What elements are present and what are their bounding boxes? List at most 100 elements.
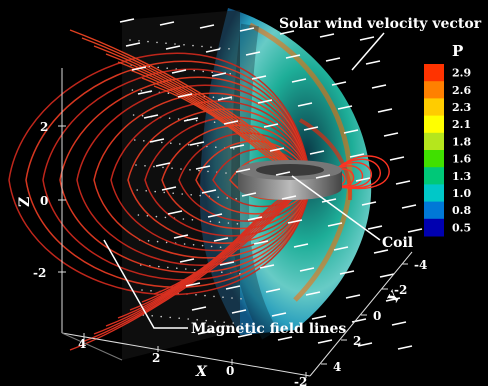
wind-vector: [201, 189, 217, 194]
vector-dot: [196, 319, 198, 321]
vector-dot: [170, 142, 172, 144]
vector-dot: [226, 197, 228, 199]
wind-vector: [205, 48, 221, 53]
wind-vector: [199, 24, 215, 29]
vector-dot: [174, 43, 176, 45]
wind-vector: [211, 72, 227, 77]
wind-vector: [365, 60, 381, 65]
x-axis: 4 2 0 -2 X: [78, 337, 307, 386]
vector-dot: [163, 191, 165, 194]
colorbar-swatch: [424, 218, 444, 237]
field-line: [144, 116, 311, 237]
vector-dot: [213, 295, 215, 298]
field-line: [76, 84, 311, 266]
field-line: [8, 52, 311, 296]
wind-vector: [167, 210, 183, 215]
vector-dot: [169, 316, 171, 319]
vector-dot: [154, 190, 156, 193]
vector-dot: [202, 70, 204, 73]
z-tick-0: 0: [40, 194, 48, 208]
field-line: [93, 189, 301, 335]
vector-dot: [129, 39, 131, 41]
field-line: [81, 37, 301, 175]
field-line: [105, 53, 301, 175]
wind-vector: [225, 285, 241, 290]
vector-dot: [156, 41, 158, 44]
wind-vector: [279, 30, 295, 35]
z-axis-label: Z: [17, 197, 33, 207]
vector-dot: [160, 315, 162, 318]
vector-dot: [228, 48, 230, 50]
wind-vector: [331, 81, 347, 86]
vector-dot: [201, 45, 203, 48]
wind-vector: [253, 240, 269, 245]
wind-vector: [281, 195, 297, 200]
wind-vector: [359, 36, 375, 41]
wind-vector: [185, 282, 201, 287]
wind-vector: [319, 33, 335, 38]
x-axis-line: [61, 332, 311, 377]
wind-vector: [315, 174, 331, 179]
vector-dot: [205, 319, 207, 322]
wind-vector: [247, 216, 263, 221]
vector-dot: [231, 297, 233, 299]
wind-vector: [217, 96, 233, 101]
field-line: [117, 189, 301, 319]
wind-vector: [265, 288, 281, 293]
wind-vector: [137, 90, 153, 95]
colorbar-label: 2.6: [452, 84, 471, 97]
wind-vector: [189, 141, 205, 146]
vector-dot: [176, 267, 178, 270]
wind-vector: [263, 123, 279, 128]
magnetic-field-lines-group: [8, 29, 390, 351]
colorbar-label: 1.0: [452, 187, 471, 200]
vector-dot: [145, 190, 147, 192]
vector-dot: [168, 117, 171, 119]
wind-vector: [309, 150, 325, 155]
y-tick-4: 4: [333, 360, 341, 374]
vector-dot: [210, 46, 212, 48]
vector-dot: [223, 321, 225, 324]
vector-dot: [193, 69, 195, 72]
vector-dot: [222, 296, 224, 299]
vector-dot: [235, 198, 237, 200]
colorbar-labels: 2.9 2.6 2.3 2.1 1.8 1.6 1.3 1.0 0.8 0.5: [452, 67, 471, 235]
vector-dot: [207, 170, 209, 173]
wind-vector: [361, 201, 377, 206]
vector-dot: [156, 240, 159, 243]
wind-vector: [251, 75, 267, 80]
colorbar-label: 0.8: [452, 204, 471, 217]
vector-dot: [146, 215, 149, 217]
wind-vector: [371, 84, 387, 89]
vector-dot: [212, 96, 215, 98]
wind-vector: [269, 147, 285, 152]
wind-vector: [293, 243, 309, 248]
vector-dot: [183, 44, 185, 46]
field-lines-pointer: [103, 239, 188, 329]
wind-vector: [367, 225, 383, 230]
vector-dot: [141, 289, 143, 291]
solar-wind-label: Solar wind velocity vector: [279, 16, 482, 32]
wind-vector: [195, 165, 211, 170]
wind-vector: [197, 330, 213, 335]
vector-dot: [204, 294, 206, 297]
vector-dot: [147, 40, 149, 43]
vector-dot: [162, 166, 164, 169]
vector-dot: [161, 141, 163, 144]
wind-vector: [229, 144, 245, 149]
vector-dot: [217, 196, 219, 198]
vector-dot: [195, 119, 198, 122]
wind-vector: [285, 54, 301, 59]
colorbar-swatch: [424, 167, 444, 185]
vector-dot: [141, 115, 144, 117]
field-line: [105, 189, 301, 327]
vector-dot: [166, 67, 168, 69]
wind-vector: [337, 105, 353, 110]
vector-dot: [230, 98, 233, 100]
wind-vector: [131, 66, 147, 71]
vector-dot: [132, 114, 135, 116]
colorbar-title: P: [452, 42, 463, 60]
colorbar-swatch: [424, 184, 444, 203]
vector-dot: [192, 44, 194, 47]
